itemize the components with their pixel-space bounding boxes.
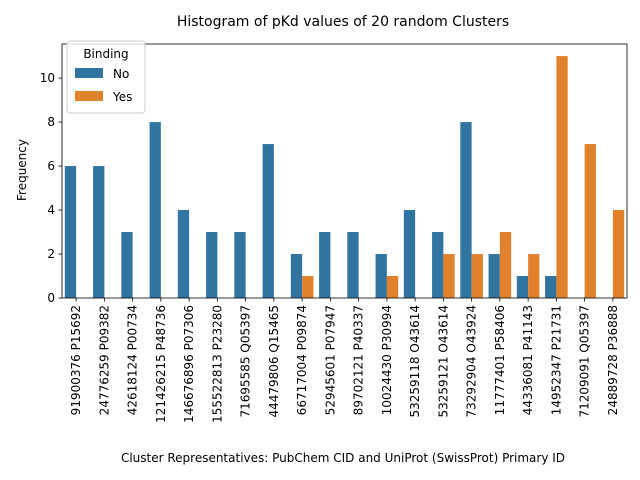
- bar-no-9: [319, 232, 331, 298]
- x-tick-label: 11777401 P58406: [493, 305, 507, 415]
- bar-yes-13: [443, 254, 455, 298]
- x-tick-label: 53259121 O43614: [436, 305, 450, 418]
- legend-title: Binding: [83, 47, 128, 61]
- legend-label-no: No: [113, 67, 129, 81]
- legend-swatch-no: [75, 68, 103, 78]
- bar-no-4: [177, 210, 190, 298]
- x-tick-label: 146676896 P07306: [182, 305, 196, 423]
- bar-no-13: [432, 232, 444, 298]
- x-tick-label: 155522813 P23280: [210, 305, 224, 423]
- legend: Binding No Yes: [66, 40, 146, 114]
- x-tick-label: 71695585 Q05397: [239, 305, 253, 418]
- legend-swatch-yes: [75, 91, 103, 101]
- y-tick-label: 6: [47, 159, 55, 173]
- x-axis-label: Cluster Representatives: PubChem CID and…: [121, 451, 565, 465]
- bar-no-7: [262, 144, 274, 298]
- bar-yes-8: [302, 276, 314, 298]
- x-tick-label: 44479806 Q15465: [267, 305, 281, 418]
- bar-no-6: [234, 232, 246, 298]
- bar-yes-19: [612, 210, 625, 298]
- bar-no-12: [403, 210, 416, 298]
- x-tick-label: 42618124 P00734: [126, 305, 140, 415]
- bar-no-15: [488, 254, 500, 298]
- chart-title: Histogram of pKd values of 20 random Clu…: [177, 14, 509, 30]
- y-tick-label: 8: [47, 115, 55, 129]
- x-tick-label: 24889728 P36888: [606, 305, 620, 415]
- x-tick-label: 66717004 P09874: [295, 305, 309, 415]
- x-tick-label: 44336081 P41143: [521, 305, 535, 415]
- bar-no-3: [149, 122, 161, 298]
- bar-yes-11: [386, 276, 399, 298]
- bar-no-5: [206, 232, 218, 298]
- x-tick-label: 71209091 Q05397: [578, 305, 592, 418]
- y-axis-label: Frequency: [15, 139, 29, 201]
- bar-no-1: [93, 166, 105, 298]
- bar-yes-17: [556, 56, 568, 298]
- bar-no-10: [347, 232, 359, 298]
- bars-layer: [64, 56, 625, 298]
- y-tick-label: 10: [40, 71, 55, 85]
- bar-yes-16: [528, 254, 540, 298]
- x-tick-label: 73292904 O43924: [465, 305, 479, 418]
- bar-no-17: [545, 276, 557, 298]
- x-tick-label: 89702121 P40337: [352, 305, 366, 415]
- bar-no-11: [375, 254, 387, 298]
- axes-layer: 0 2 4 6 8 10 91900376 P15692 24776259 P09382 426…: [40, 43, 628, 423]
- y-tick-label: 0: [47, 291, 55, 305]
- bar-no-0: [64, 166, 77, 298]
- x-tick-label: 14952347 P21731: [549, 305, 563, 415]
- bar-no-16: [516, 276, 529, 298]
- legend-label-yes: Yes: [112, 90, 132, 104]
- plot-frame: [61, 43, 628, 299]
- bar-yes-14: [471, 254, 483, 298]
- bar-yes-18: [584, 144, 596, 298]
- x-tick-label: 53259118 O43614: [408, 305, 422, 418]
- bar-yes-15: [499, 232, 512, 298]
- bar-no-2: [121, 232, 133, 298]
- x-tick-label: 24776259 P09382: [97, 305, 111, 415]
- y-tick-label: 4: [47, 203, 55, 217]
- x-tick-label: 52945601 P07947: [323, 305, 337, 415]
- x-tick-label: 121426215 P48736: [154, 305, 168, 423]
- y-tick-label: 2: [47, 247, 55, 261]
- bar-no-14: [460, 122, 472, 298]
- x-tick-label: 10024430 P30994: [380, 305, 394, 415]
- x-tick-label: 91900376 P15692: [69, 305, 83, 415]
- bar-no-8: [290, 254, 303, 298]
